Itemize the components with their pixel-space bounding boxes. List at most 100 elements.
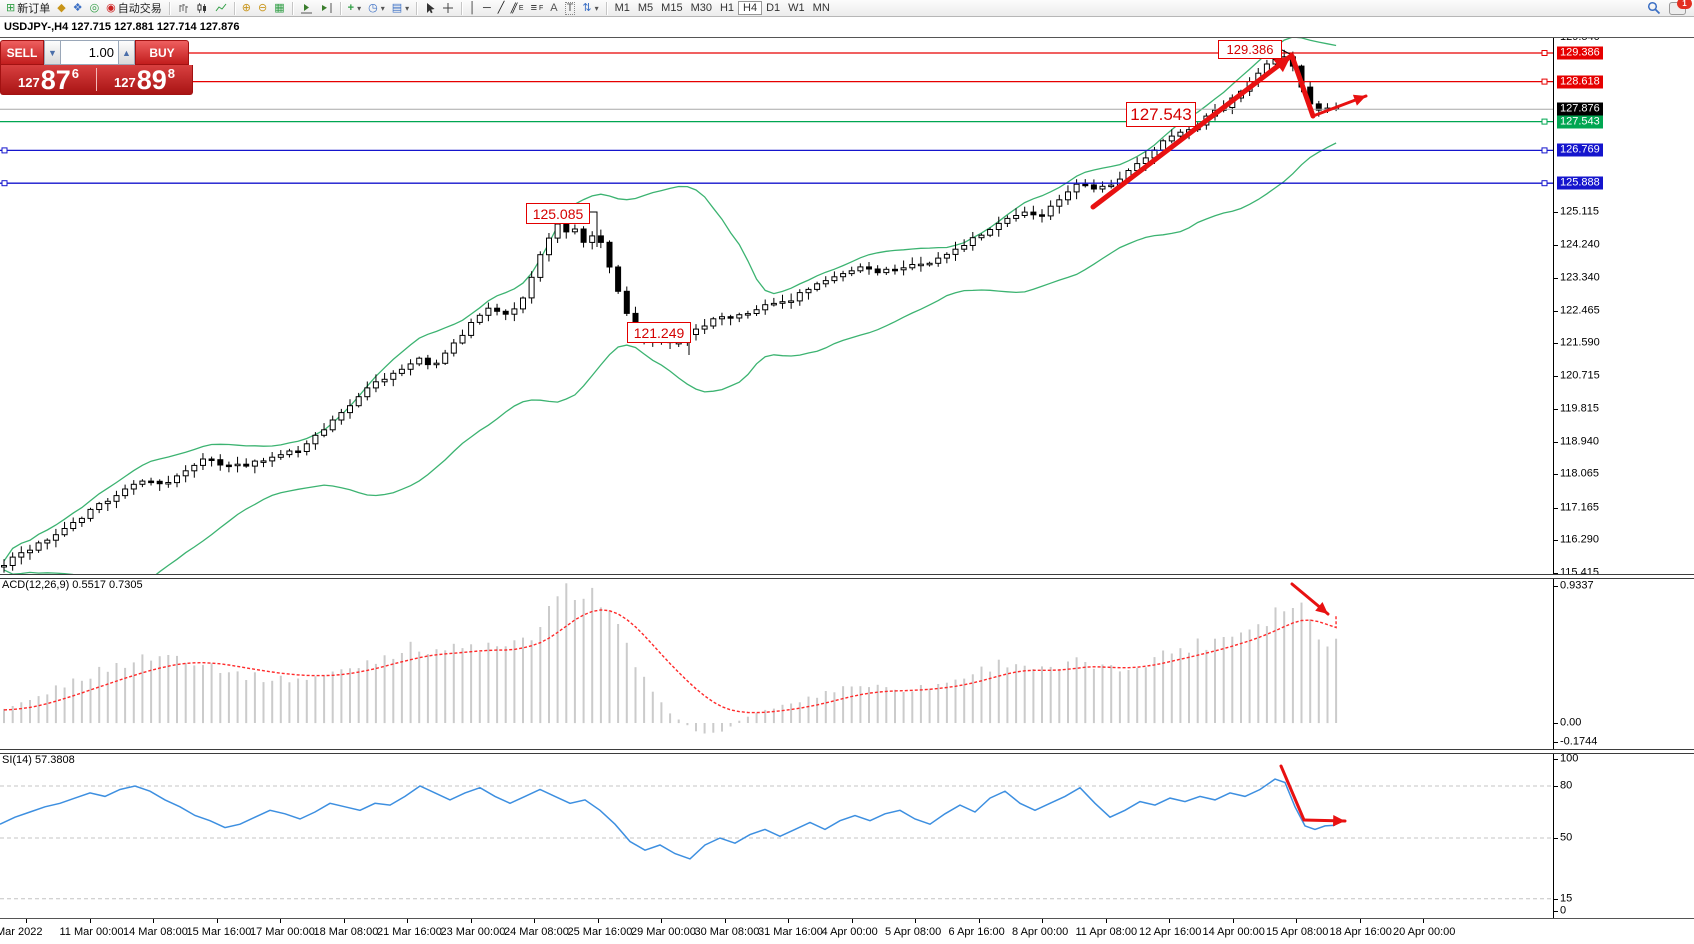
volume-input[interactable] [61, 40, 118, 65]
sell-button[interactable]: SELL [0, 40, 44, 65]
trendline-button[interactable]: ╱ [495, 1, 508, 16]
sell-price-prefix: 127 [18, 75, 40, 90]
tile-windows-icon: ▦ [274, 1, 285, 14]
timeframe-m15[interactable]: M15 [661, 2, 683, 14]
volume-decrease-button[interactable]: ▼ [44, 40, 61, 65]
crosshair-button[interactable] [439, 1, 457, 16]
toolbar-separator [291, 1, 293, 15]
time-label: 31 Mar 16:00 [758, 926, 823, 938]
time-tick [597, 919, 599, 923]
toolbar-separator [605, 1, 607, 15]
timeframe-h1[interactable]: H1 [719, 2, 735, 14]
axis-tick [1554, 838, 1558, 839]
macd-pane[interactable]: 0.9337 0.00 -0.1744 ACD(12,26,9) 0.5517 0.… [0, 577, 1694, 749]
community-button[interactable]: ❖ [70, 1, 86, 16]
zoom-in-button[interactable]: ⊕ [239, 1, 254, 16]
candlestick-chart-canvas[interactable] [0, 38, 1553, 574]
rsi-header: SI(14) 57.3808 [2, 754, 75, 766]
candlestick-chart-button[interactable] [193, 1, 211, 16]
buy-button[interactable]: BUY [135, 40, 189, 65]
rsi-scale-label: 0 [1560, 904, 1567, 917]
auto-scroll-button[interactable] [297, 1, 316, 16]
toolbar-right-group: 1 [1647, 0, 1694, 15]
buy-price[interactable]: 127 89 8 [97, 65, 192, 94]
timeframe-d1[interactable]: D1 [766, 2, 781, 14]
chat-icon[interactable]: 1 [1669, 0, 1692, 15]
bar-chart-button[interactable] [174, 1, 192, 16]
timeframe-h4[interactable]: H4 [738, 1, 763, 15]
timeframe-m5[interactable]: M5 [637, 2, 654, 14]
price-annotation[interactable]: 127.543 [1126, 102, 1196, 127]
tile-windows-button[interactable]: ▦ [271, 1, 287, 16]
timeframe-toolbar: M1 M5 M15 M30 H1 H4 D1 W1 MN [611, 1, 834, 15]
equidistant-channel-icon: ∥ [508, 1, 520, 14]
chart-shift-button[interactable] [317, 1, 336, 16]
arrows-button[interactable]: ⇅ ▾ [579, 1, 601, 16]
macd-canvas[interactable] [0, 577, 1553, 749]
timeframe-w1[interactable]: W1 [788, 2, 805, 14]
axis-tick [1554, 311, 1558, 312]
price-chart-pane[interactable]: 129.540 125.115 124.240 123.340 122.465 121.5… [0, 38, 1694, 574]
timeframe-mn[interactable]: MN [812, 2, 830, 14]
cursor-button[interactable] [421, 1, 438, 16]
pane-separator[interactable] [0, 749, 1694, 754]
chevron-down-icon: ▾ [405, 3, 410, 13]
zoom-out-button[interactable]: ⊖ [255, 1, 270, 16]
rsi-axis[interactable]: 100 80 50 15 0 [1553, 752, 1694, 918]
time-label: 14 Apr 00:00 [1202, 926, 1265, 938]
templates-button[interactable]: ▤ ▾ [389, 1, 412, 16]
indicators-button[interactable]: + ▾ [345, 1, 364, 16]
buy-price-sup: 8 [167, 66, 175, 81]
time-label: Mar 2022 [0, 926, 43, 938]
time-tick [216, 919, 218, 923]
chart-shift-icon [321, 3, 332, 13]
vertical-line-button[interactable]: │ [466, 1, 479, 16]
price-line-label-current: 127.876 [1557, 102, 1603, 116]
sell-price[interactable]: 127 87 6 [1, 65, 96, 94]
search-icon[interactable] [1647, 1, 1661, 15]
price-annotation[interactable]: 121.249 [627, 322, 691, 343]
timeframe-m1[interactable]: M1 [614, 2, 630, 14]
macd-axis[interactable]: 0.9337 0.00 -0.1744 [1553, 577, 1694, 749]
trendline-icon: ╱ [497, 1, 505, 14]
axis-tick [1554, 442, 1558, 443]
time-label: 30 Mar 08:00 [694, 926, 760, 938]
add-indicator-icon: + [347, 1, 355, 14]
price-axis[interactable]: 129.540 125.115 124.240 123.340 122.465 121.5… [1553, 38, 1694, 574]
time-label: 12 Apr 16:00 [1139, 926, 1202, 938]
time-tick [1042, 919, 1043, 923]
pane-separator[interactable] [0, 574, 1694, 579]
timeframe-m30[interactable]: M30 [690, 2, 712, 14]
horizontal-line-button[interactable]: ─ [480, 1, 494, 16]
axis-tick [1554, 212, 1558, 213]
auto-trading-button[interactable]: ◉ 自动交易 [103, 1, 165, 16]
time-tick [788, 919, 789, 923]
pane-border [0, 37, 1694, 38]
chart-title-bar: USDJPY-,H4 127.715 127.881 127.714 127.8… [0, 17, 1694, 37]
line-chart-button[interactable] [212, 1, 230, 16]
time-axis[interactable]: Mar 2022 11 Mar 00:00 14 Mar 08:00 15 Mar 1… [0, 919, 1694, 944]
market-depth-button[interactable]: ◆ [54, 1, 68, 16]
rsi-scale-label: 80 [1560, 779, 1573, 792]
text-label-button[interactable]: T [562, 1, 579, 16]
price-divider [96, 68, 97, 91]
equidistant-channel-button[interactable]: ∥ E [508, 1, 526, 16]
new-order-button[interactable]: ⊞ 新订单 [3, 1, 53, 16]
time-tick [407, 919, 408, 923]
signals-button[interactable]: ◎ [87, 1, 103, 16]
rsi-pane[interactable]: 100 80 50 15 0 SI(14) 57.3808 [0, 752, 1694, 918]
fibonacci-button[interactable]: ≡ F [528, 1, 547, 16]
axis-tick [1554, 508, 1558, 509]
text-button[interactable]: A [547, 1, 560, 16]
rsi-scale-label: 15 [1560, 892, 1573, 905]
volume-increase-button[interactable]: ▲ [118, 40, 135, 65]
periods-button[interactable]: ◷ ▾ [365, 1, 388, 16]
template-icon: ▤ [391, 1, 403, 14]
rsi-canvas[interactable] [0, 752, 1553, 918]
price-annotation[interactable]: 125.085 [526, 203, 590, 224]
time-label: 20 Apr 00:00 [1393, 926, 1456, 938]
time-tick [1359, 919, 1361, 923]
notification-badge: 1 [1677, 0, 1692, 9]
price-annotation[interactable]: 129.386 [1218, 40, 1282, 59]
